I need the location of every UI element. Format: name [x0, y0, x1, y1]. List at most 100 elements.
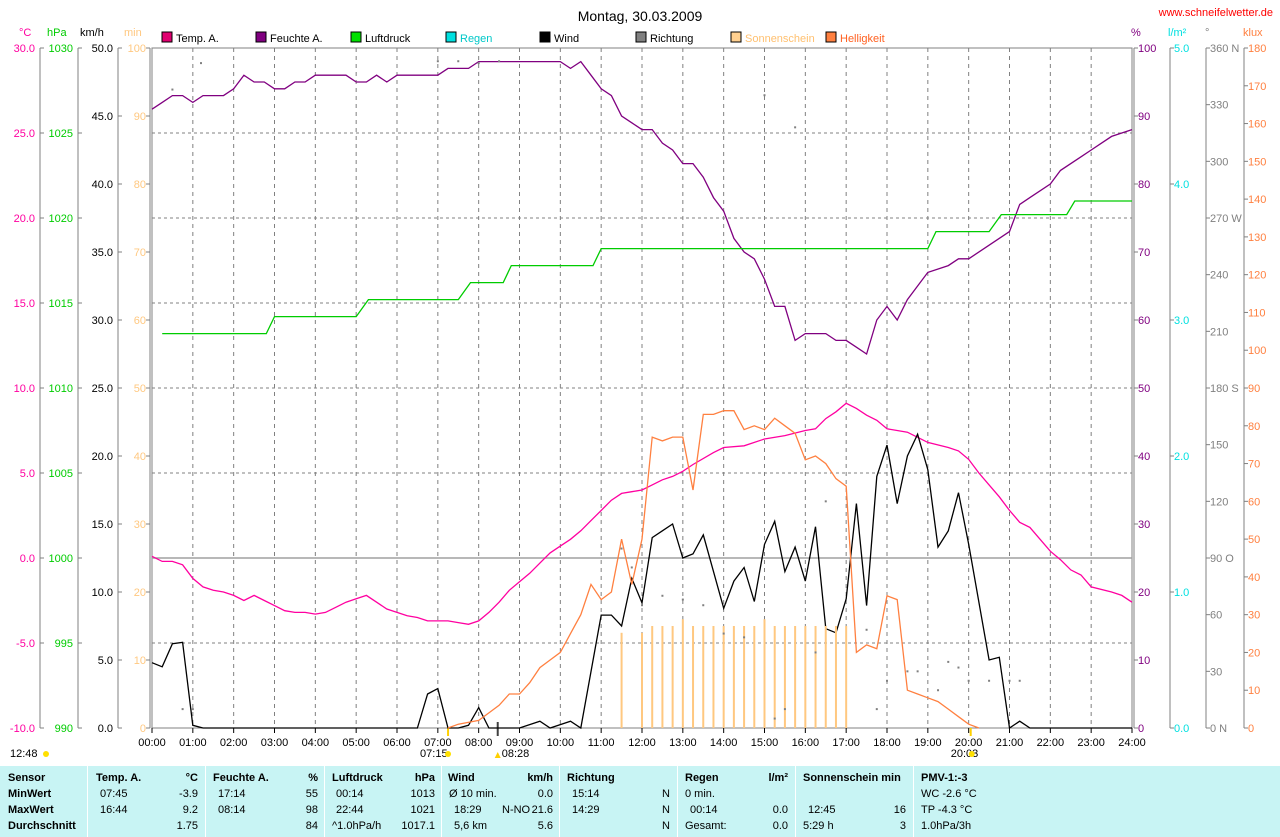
sunshine-bar [763, 619, 766, 728]
wind-axis-tick-label: 45.0 [92, 111, 113, 123]
sunshine-bar [722, 626, 725, 728]
hum-unit: % [308, 772, 318, 784]
press-header: Luftdruck [332, 772, 383, 784]
rain-axis-tick-label: 2.0 [1174, 451, 1189, 463]
wind-avg-value: 5.6 [537, 820, 553, 832]
sunshine-axis-tick-label: 20 [134, 587, 146, 599]
hum-min-value: 55 [305, 788, 318, 800]
x-tick-label: 15:00 [751, 737, 779, 749]
direction-axis-tick-label: 360 N [1210, 43, 1239, 55]
pressure-axis-tick-label: 1025 [49, 128, 73, 140]
sunshine-bar [712, 626, 715, 728]
direction-axis-tick-label: 270 W [1210, 213, 1242, 225]
direction-axis-tick-label: 30 [1210, 666, 1222, 678]
direction-axis-tick-label: 330 [1210, 100, 1228, 112]
sun-max-time: 12:45 [808, 804, 836, 816]
sunshine-axis-tick-label: 0 [140, 723, 146, 735]
sunshine-bar [732, 626, 735, 728]
rain-axis-tick-label: 4.0 [1174, 179, 1189, 191]
moonrise-marker [43, 751, 49, 757]
sunshine-bar [651, 626, 654, 728]
dir-min-time: 15:14 [572, 788, 600, 800]
legend-item-label: Regen [460, 33, 492, 45]
x-tick-label: 06:00 [383, 737, 411, 749]
x-tick-label: 14:00 [710, 737, 738, 749]
x-tick-label: 09:00 [506, 737, 534, 749]
grid-lines [151, 47, 1133, 729]
sun-total-hours: 5:29 h [803, 820, 834, 832]
direction-point [457, 60, 460, 63]
brightness-axis-tick-label: 60 [1248, 496, 1260, 508]
rain-total-value: 0.0 [772, 820, 788, 832]
legend-item-label: Temp. A. [176, 33, 219, 45]
direction-axis-tick-label: 150 [1210, 440, 1228, 452]
pressure-axis-tick-label: 1000 [49, 553, 73, 565]
brightness-axis-tick-label: 50 [1248, 534, 1260, 546]
temp-max-value: 9.2 [182, 804, 198, 816]
x-tick-label: 24:00 [1118, 737, 1146, 749]
website-link[interactable]: www.schneifelwetter.de [1158, 7, 1273, 19]
brightness-axis-tick-label: 160 [1248, 119, 1266, 131]
x-tick-label: 18:00 [873, 737, 901, 749]
press-min-value: 1013 [410, 788, 435, 800]
wind-max-direction: N-NO [502, 804, 531, 816]
x-tick-label: 11:00 [588, 737, 615, 749]
x-tick-label: 08:00 [465, 737, 493, 749]
brightness-axis-tick-label: 40 [1248, 572, 1260, 584]
brightness-axis-tick-label: 110 [1248, 307, 1266, 319]
brightness-axis-tick-label: 10 [1248, 685, 1260, 697]
direction-point [477, 62, 480, 65]
brightness-axis-tick-label: 170 [1248, 81, 1266, 93]
temp-header: Temp. A. [96, 772, 142, 784]
pmv-pressure-trend: 1.0hPa/3h [921, 820, 972, 832]
direction-point [814, 651, 817, 654]
sunshine-bar [824, 626, 827, 728]
sunshine-axis-tick-label: 40 [134, 451, 146, 463]
direction-point [763, 94, 766, 97]
sunshine-bar [845, 626, 848, 728]
row-label-avg: Durchschnitt [8, 820, 76, 832]
direction-point [191, 708, 194, 711]
rain-header: Regen [685, 772, 719, 784]
hum-header: Feuchte A. [213, 772, 269, 784]
sunset-label: 20:03 [951, 748, 979, 760]
humidity-axis-tick-label: 0 [1138, 723, 1144, 735]
humidity-axis-tick-label: 100 [1138, 43, 1156, 55]
legend-swatch [539, 31, 551, 43]
brightness-axis-tick-label: 180 [1248, 43, 1266, 55]
humidity-axis-tick-label: 70 [1138, 247, 1150, 259]
brightness-axis-tick-label: 70 [1248, 459, 1260, 471]
direction-point [200, 62, 202, 65]
sunshine-bar [620, 632, 623, 728]
x-tick-label: 17:00 [832, 737, 860, 749]
temp-axis-tick-label: 25.0 [14, 128, 35, 140]
brightness-unit-label: klux [1243, 27, 1263, 39]
sunshine-bar [743, 626, 746, 728]
sunrise-marker [445, 751, 452, 757]
x-tick-label: 01:00 [179, 737, 207, 749]
temp-axis-tick-label: -10.0 [10, 723, 35, 735]
humidity-axis-tick-label: 90 [1138, 111, 1150, 123]
axis-units: °C hPa km/h min% l/m² ° klux [19, 27, 1263, 39]
x-tick-label: 10:00 [547, 737, 575, 749]
press-unit: hPa [414, 772, 435, 784]
wind-max-time: 18:29 [454, 804, 482, 816]
sunshine-bar [794, 626, 797, 728]
hum-min-time: 17:14 [218, 788, 246, 800]
rain-min-label: 0 min. [685, 788, 715, 800]
sunshine-axis-tick-label: 80 [134, 179, 146, 191]
sunshine-bar [661, 626, 664, 728]
sunshine-bar [834, 626, 837, 728]
pressure-axis-tick-label: 1030 [49, 43, 73, 55]
row-label-max: MaxWert [8, 804, 54, 816]
humidity-axis-tick-label: 20 [1138, 587, 1150, 599]
sunshine-bar [702, 626, 705, 728]
direction-point [630, 566, 633, 569]
pressure-axis-tick-label: 1010 [49, 383, 73, 395]
temp-axis-tick-label: -5.0 [16, 638, 35, 650]
brightness-axis-tick-label: 90 [1248, 383, 1260, 395]
pmv-windchill: WC -2.6 °C [921, 788, 977, 800]
direction-point [743, 636, 746, 639]
rain-axis-tick-label: 5.0 [1174, 43, 1189, 55]
sunshine-axis-tick-label: 10 [134, 655, 146, 667]
